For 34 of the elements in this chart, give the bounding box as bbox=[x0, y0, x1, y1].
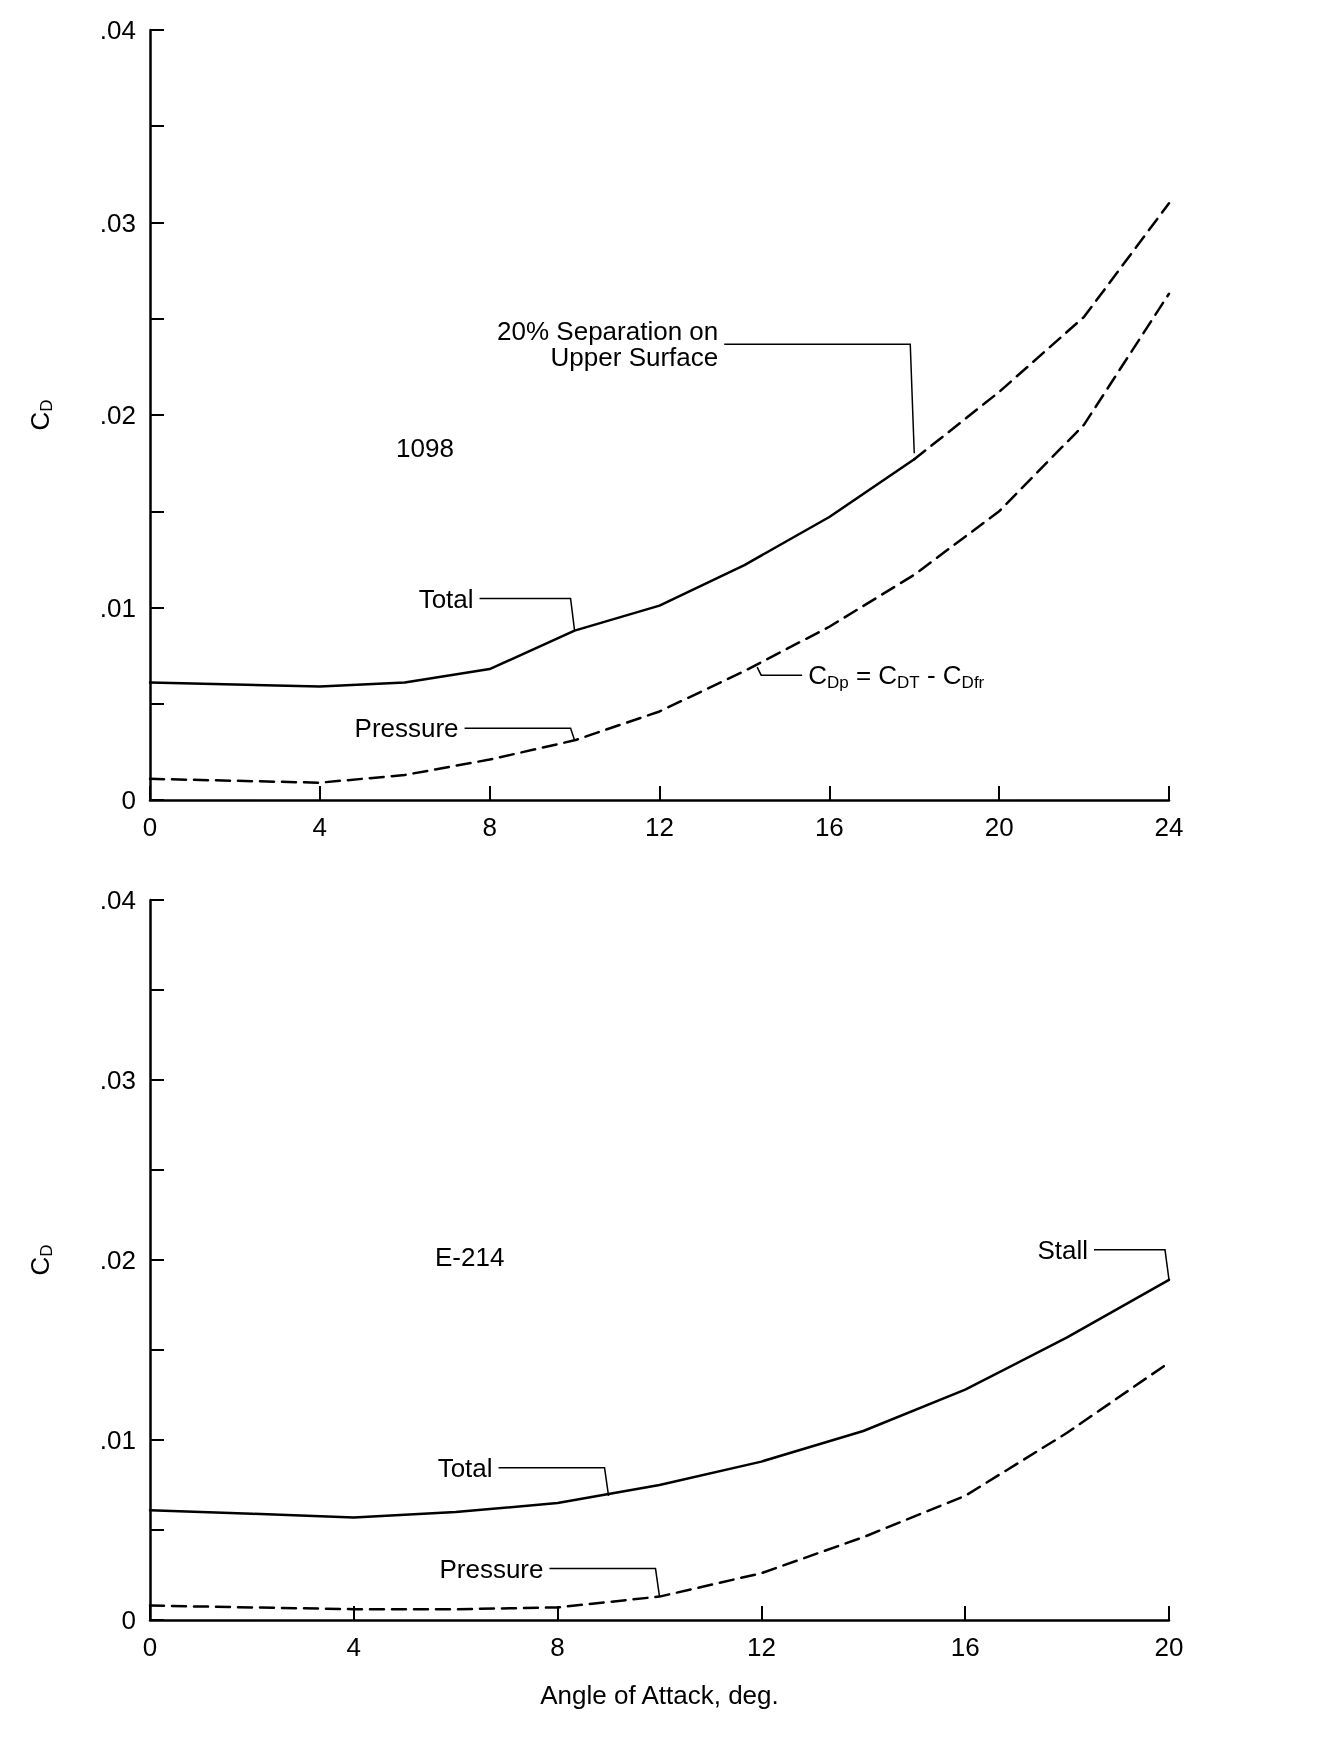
annotation: E-214 bbox=[435, 1242, 505, 1272]
y-tick-label: .03 bbox=[99, 1065, 136, 1095]
y-tick-label: .04 bbox=[99, 885, 136, 915]
y-tick-label: .01 bbox=[99, 1425, 136, 1455]
y-tick-label: .02 bbox=[99, 1245, 136, 1275]
y-tick-label: 0 bbox=[121, 785, 136, 815]
x-tick-label: 8 bbox=[550, 1632, 565, 1662]
x-tick-label: 20 bbox=[1154, 1632, 1184, 1662]
x-tick-label: 4 bbox=[346, 1632, 362, 1662]
annotation: Total bbox=[437, 1452, 493, 1483]
y-tick-label: 0 bbox=[121, 1605, 136, 1635]
y-tick-label: .04 bbox=[99, 15, 136, 45]
annotation: Pressure bbox=[354, 713, 459, 744]
x-tick-label: 0 bbox=[142, 812, 158, 842]
annotation: 1098 bbox=[396, 433, 454, 463]
annotation: 20% Separation on Upper Surface bbox=[497, 316, 719, 373]
y-tick-label: .03 bbox=[99, 207, 136, 238]
x-tick-label: 16 bbox=[950, 1632, 980, 1662]
x-tick-label: 0 bbox=[142, 1632, 158, 1662]
x-tick-label: 24 bbox=[1154, 812, 1184, 842]
x-tick-label: 12 bbox=[645, 812, 674, 842]
x-tick-label: 8 bbox=[482, 812, 497, 842]
y-tick-label: .02 bbox=[99, 400, 136, 430]
x-tick-label: 4 bbox=[312, 812, 328, 842]
x-tick-label: 20 bbox=[984, 812, 1014, 842]
y-tick-label: .01 bbox=[99, 592, 136, 623]
annotation: Pressure bbox=[439, 1553, 544, 1584]
x-tick-label: 12 bbox=[746, 1632, 776, 1662]
annotation: Stall bbox=[1037, 1234, 1088, 1265]
annotation: Total bbox=[418, 583, 474, 614]
x-tick-label: 16 bbox=[814, 812, 844, 842]
x-axis-title: Angle of Attack, deg. bbox=[540, 1680, 779, 1710]
y-axis-title: CD bbox=[24, 1244, 56, 1276]
y-axis-title: CD bbox=[24, 399, 56, 431]
